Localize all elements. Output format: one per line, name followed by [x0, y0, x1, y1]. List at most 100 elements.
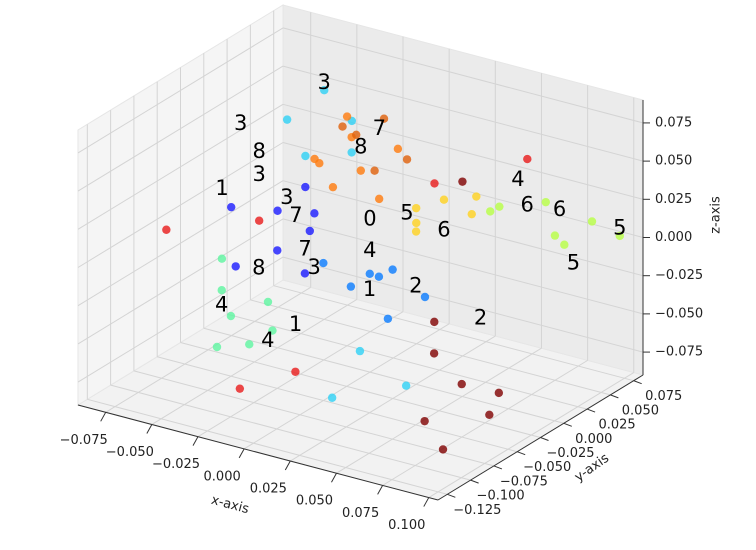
point	[429, 349, 439, 358]
grid-line	[87, 398, 448, 495]
point	[420, 292, 430, 302]
digit-label: 5	[567, 250, 580, 274]
grid-line	[203, 327, 564, 424]
digit-label: 7	[373, 116, 386, 140]
grid-line	[157, 356, 518, 453]
point	[328, 182, 338, 192]
x-tick-label: −0.075	[60, 433, 108, 448]
digit-label: 6	[437, 218, 450, 242]
grid-line	[250, 299, 611, 396]
point	[217, 286, 226, 295]
y-tick-label: −0.075	[500, 474, 548, 489]
point	[541, 197, 550, 207]
point	[315, 159, 324, 168]
point	[430, 179, 439, 188]
grid-line	[133, 370, 495, 467]
grid-line	[77, 103, 284, 230]
grid-line	[273, 285, 634, 382]
point	[420, 416, 429, 426]
point	[319, 258, 328, 268]
y-tick-label: −0.025	[546, 446, 594, 461]
digit-label: 6	[553, 197, 566, 221]
point	[495, 202, 504, 211]
digit-label: 3	[317, 70, 330, 94]
digit-label: 4	[511, 167, 524, 191]
point	[388, 265, 397, 274]
point	[310, 209, 319, 218]
x-tick	[284, 460, 291, 471]
digit-label: 4	[261, 328, 274, 352]
grid-line	[226, 313, 588, 410]
point	[411, 203, 421, 213]
point	[320, 86, 329, 95]
digit-label: 0	[363, 206, 376, 230]
y-tick	[470, 479, 479, 484]
grid-line	[110, 384, 471, 481]
grid-line	[77, 27, 284, 154]
point	[273, 246, 282, 255]
x-tick	[423, 497, 430, 507]
point	[282, 115, 292, 124]
point	[472, 192, 481, 201]
point	[347, 148, 356, 157]
point	[402, 155, 412, 164]
point	[300, 269, 310, 278]
y-tick	[586, 408, 596, 413]
x-axis-line	[77, 404, 439, 501]
point	[457, 379, 466, 389]
point	[393, 144, 403, 154]
digit-label: 5	[613, 215, 626, 239]
x-tick-label: 0.025	[250, 482, 287, 497]
z-tick-label: 0.025	[655, 192, 692, 207]
point	[342, 112, 352, 121]
digit-label: 1	[215, 176, 228, 200]
point	[412, 218, 421, 228]
digit-label: 8	[354, 135, 367, 159]
z-tick-label: −0.050	[655, 306, 703, 321]
grid-line	[282, 27, 644, 124]
point	[245, 340, 254, 349]
point	[338, 122, 347, 131]
x-tick	[331, 472, 337, 483]
point	[615, 231, 624, 241]
digit-label: 2	[409, 273, 422, 297]
x-tick-label: −0.025	[152, 457, 200, 472]
point	[217, 254, 227, 263]
point	[291, 367, 300, 376]
y-tick-label: 0.000	[575, 432, 612, 447]
digit-label: 3	[234, 111, 247, 135]
grid-line	[282, 218, 644, 315]
grid-line	[282, 142, 644, 238]
grid-line	[77, 65, 284, 192]
point	[356, 166, 366, 175]
y-tick-label: −0.100	[477, 489, 525, 504]
point	[560, 240, 569, 249]
x-tick	[238, 448, 245, 459]
point	[305, 226, 315, 236]
point	[346, 282, 356, 291]
y-tick	[563, 422, 572, 427]
y-tick-label: −0.125	[453, 503, 501, 518]
y-tick-label: 0.075	[645, 389, 682, 404]
digit-label: 3	[280, 185, 293, 209]
digit-label: 2	[474, 305, 487, 329]
point	[327, 393, 337, 402]
point	[370, 166, 379, 175]
point	[212, 342, 222, 352]
z-tick-label: −0.025	[655, 268, 703, 283]
point	[458, 177, 467, 186]
x-tick-label: 0.000	[204, 469, 241, 484]
point	[263, 297, 273, 307]
digit-label: 3	[308, 255, 321, 279]
digit-label: 1	[363, 277, 376, 301]
point	[301, 151, 310, 161]
point	[587, 217, 597, 226]
x-tick	[377, 485, 384, 495]
z-tick-label: −0.075	[655, 345, 703, 360]
y-tick-label: −0.050	[523, 460, 571, 475]
digit-label: 4	[363, 238, 376, 262]
digit-label: 4	[215, 292, 228, 316]
point	[273, 206, 282, 215]
